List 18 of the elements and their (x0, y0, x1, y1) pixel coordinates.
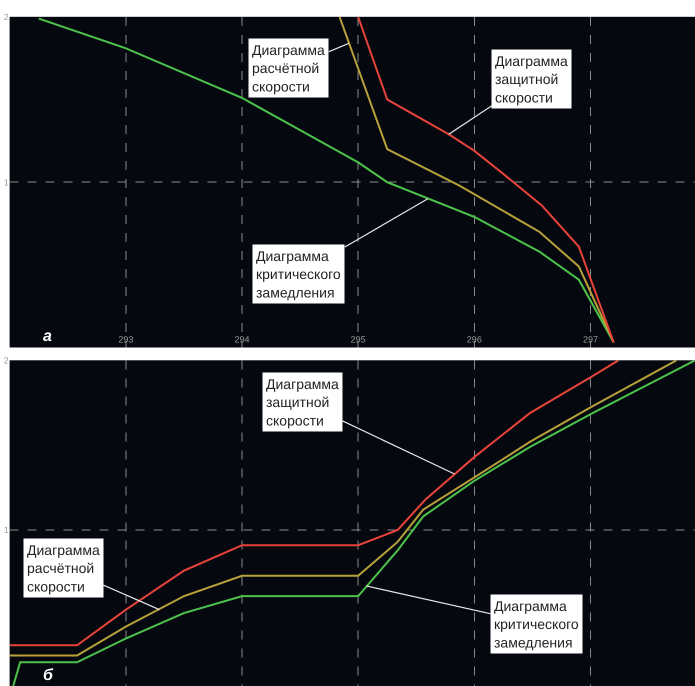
y-tick-label: 1 (4, 177, 9, 188)
annotation: Диаграмма критического замедления (494, 598, 579, 650)
annotation: Диаграмма защитной скорости (266, 376, 340, 428)
annotation: Диаграмма расчётной скорости (27, 542, 100, 594)
annotation: Диаграмма расчётной скорости (252, 42, 326, 94)
x-tick-label: 296 (466, 334, 482, 345)
y-tick-label: 2 (4, 356, 9, 366)
x-tick-label: 295 (350, 334, 366, 345)
y-tick-label: 1 (4, 525, 9, 536)
annotation: б (43, 667, 54, 684)
line-series (38, 18, 615, 344)
x-tick-label: 297 (582, 334, 598, 345)
y-tick-label: 2 (4, 12, 9, 22)
annotation: а (43, 328, 52, 345)
annotation: Диаграмма критического замедления (256, 248, 341, 300)
x-tick-label: 294 (234, 334, 250, 345)
annotation: Диаграмма защитной скорости (495, 53, 568, 106)
x-tick-label: 293 (118, 334, 134, 345)
